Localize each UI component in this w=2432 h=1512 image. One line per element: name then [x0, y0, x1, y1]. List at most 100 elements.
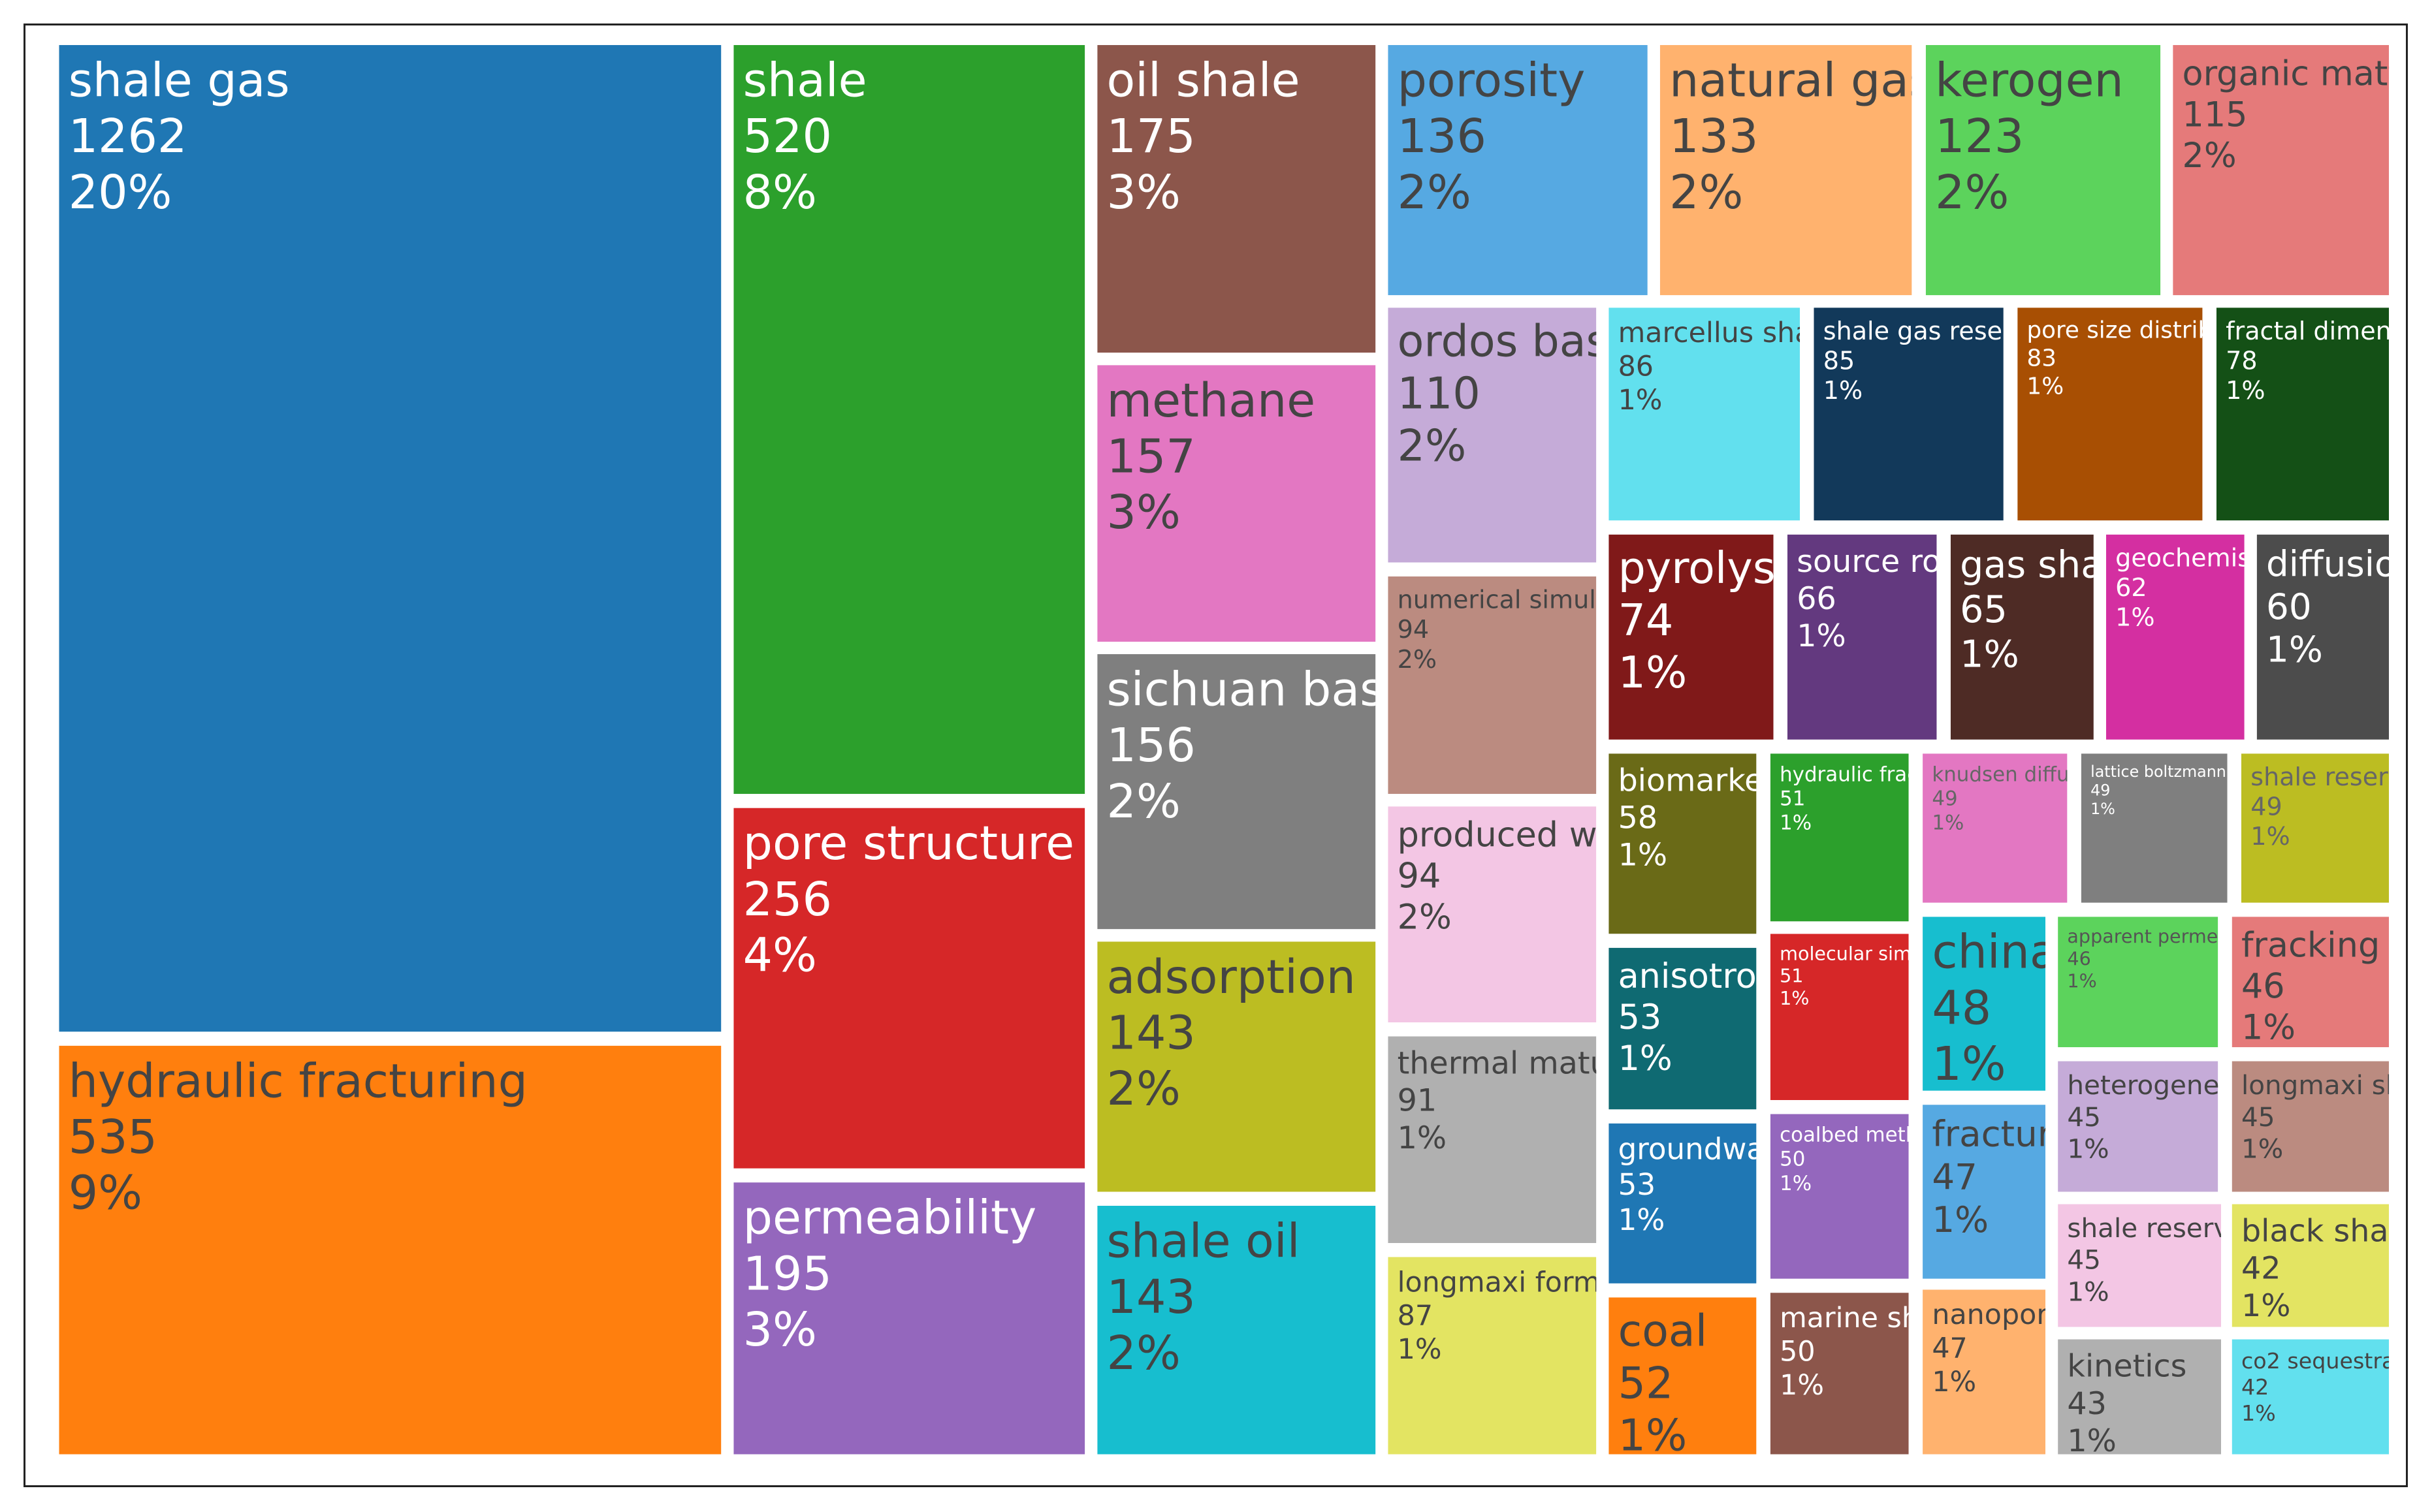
tile-label: kinetics — [2067, 1349, 2186, 1385]
tile-rect — [1659, 45, 1912, 296]
tile-value: 1262 — [69, 109, 187, 163]
tile-rect — [1388, 307, 1597, 563]
tile-label: lattice boltzmann method — [2090, 763, 2291, 781]
tile-rect — [1608, 1123, 1757, 1284]
tile-rect — [59, 1045, 722, 1455]
tile-percent: 1% — [2266, 629, 2323, 670]
tile-label: apparent permeability — [2067, 925, 2275, 947]
tile-rect — [1923, 1105, 2046, 1279]
tile-value: 83 — [2027, 345, 2056, 371]
tile-percent: 8% — [743, 165, 817, 219]
tile-rect — [1388, 1036, 1597, 1243]
tile-label: kerogen — [1935, 54, 2124, 108]
tile-percent: 1% — [1932, 811, 1964, 835]
tile-rect — [2216, 307, 2390, 521]
tile-value: 535 — [69, 1110, 157, 1164]
tile-value: 520 — [743, 109, 832, 163]
tile-rect — [1770, 753, 1909, 922]
tile-value: 51 — [1780, 965, 1803, 987]
tile-rect — [1923, 917, 2046, 1091]
tile-label: shale reservoir — [2250, 763, 2432, 791]
tile-label: nanopores — [1932, 1299, 2079, 1331]
tile-value: 123 — [1935, 109, 2024, 163]
tile-percent: 1% — [1780, 1369, 1824, 1402]
tile-percent: 4% — [743, 928, 817, 983]
tile-value: 50 — [1780, 1335, 1815, 1368]
tile-label: biomarkers — [1618, 763, 1793, 798]
tile-label: hydraulic fracture — [1780, 763, 1959, 786]
tile-label: pyrolysis — [1618, 543, 1810, 593]
tile-label: coal — [1618, 1306, 1708, 1357]
tile-percent: 1% — [2067, 1276, 2109, 1307]
tile-value: 47 — [1932, 1156, 1977, 1197]
tile-percent: 1% — [2067, 1133, 2109, 1164]
tile-label: thermal maturity — [1398, 1046, 1662, 1082]
tile-rect — [2058, 1204, 2222, 1327]
tile-percent: 1% — [1618, 1039, 1672, 1079]
tile-rect — [1608, 1297, 1757, 1455]
tile-rect — [1770, 934, 1909, 1101]
tile-value: 78 — [2226, 346, 2257, 375]
tile-label: permeability — [743, 1191, 1037, 1245]
tile-value: 85 — [1823, 346, 1855, 375]
tile-rect — [1770, 1114, 1909, 1279]
tile-value: 86 — [1618, 350, 1654, 383]
tile-percent: 2% — [2183, 136, 2237, 176]
tile-value: 87 — [1398, 1300, 1433, 1332]
tile-value: 91 — [1398, 1083, 1437, 1119]
tile-rect — [1923, 1289, 2046, 1455]
tile-percent: 1% — [1780, 1172, 1812, 1195]
tile-value: 60 — [2266, 586, 2312, 627]
